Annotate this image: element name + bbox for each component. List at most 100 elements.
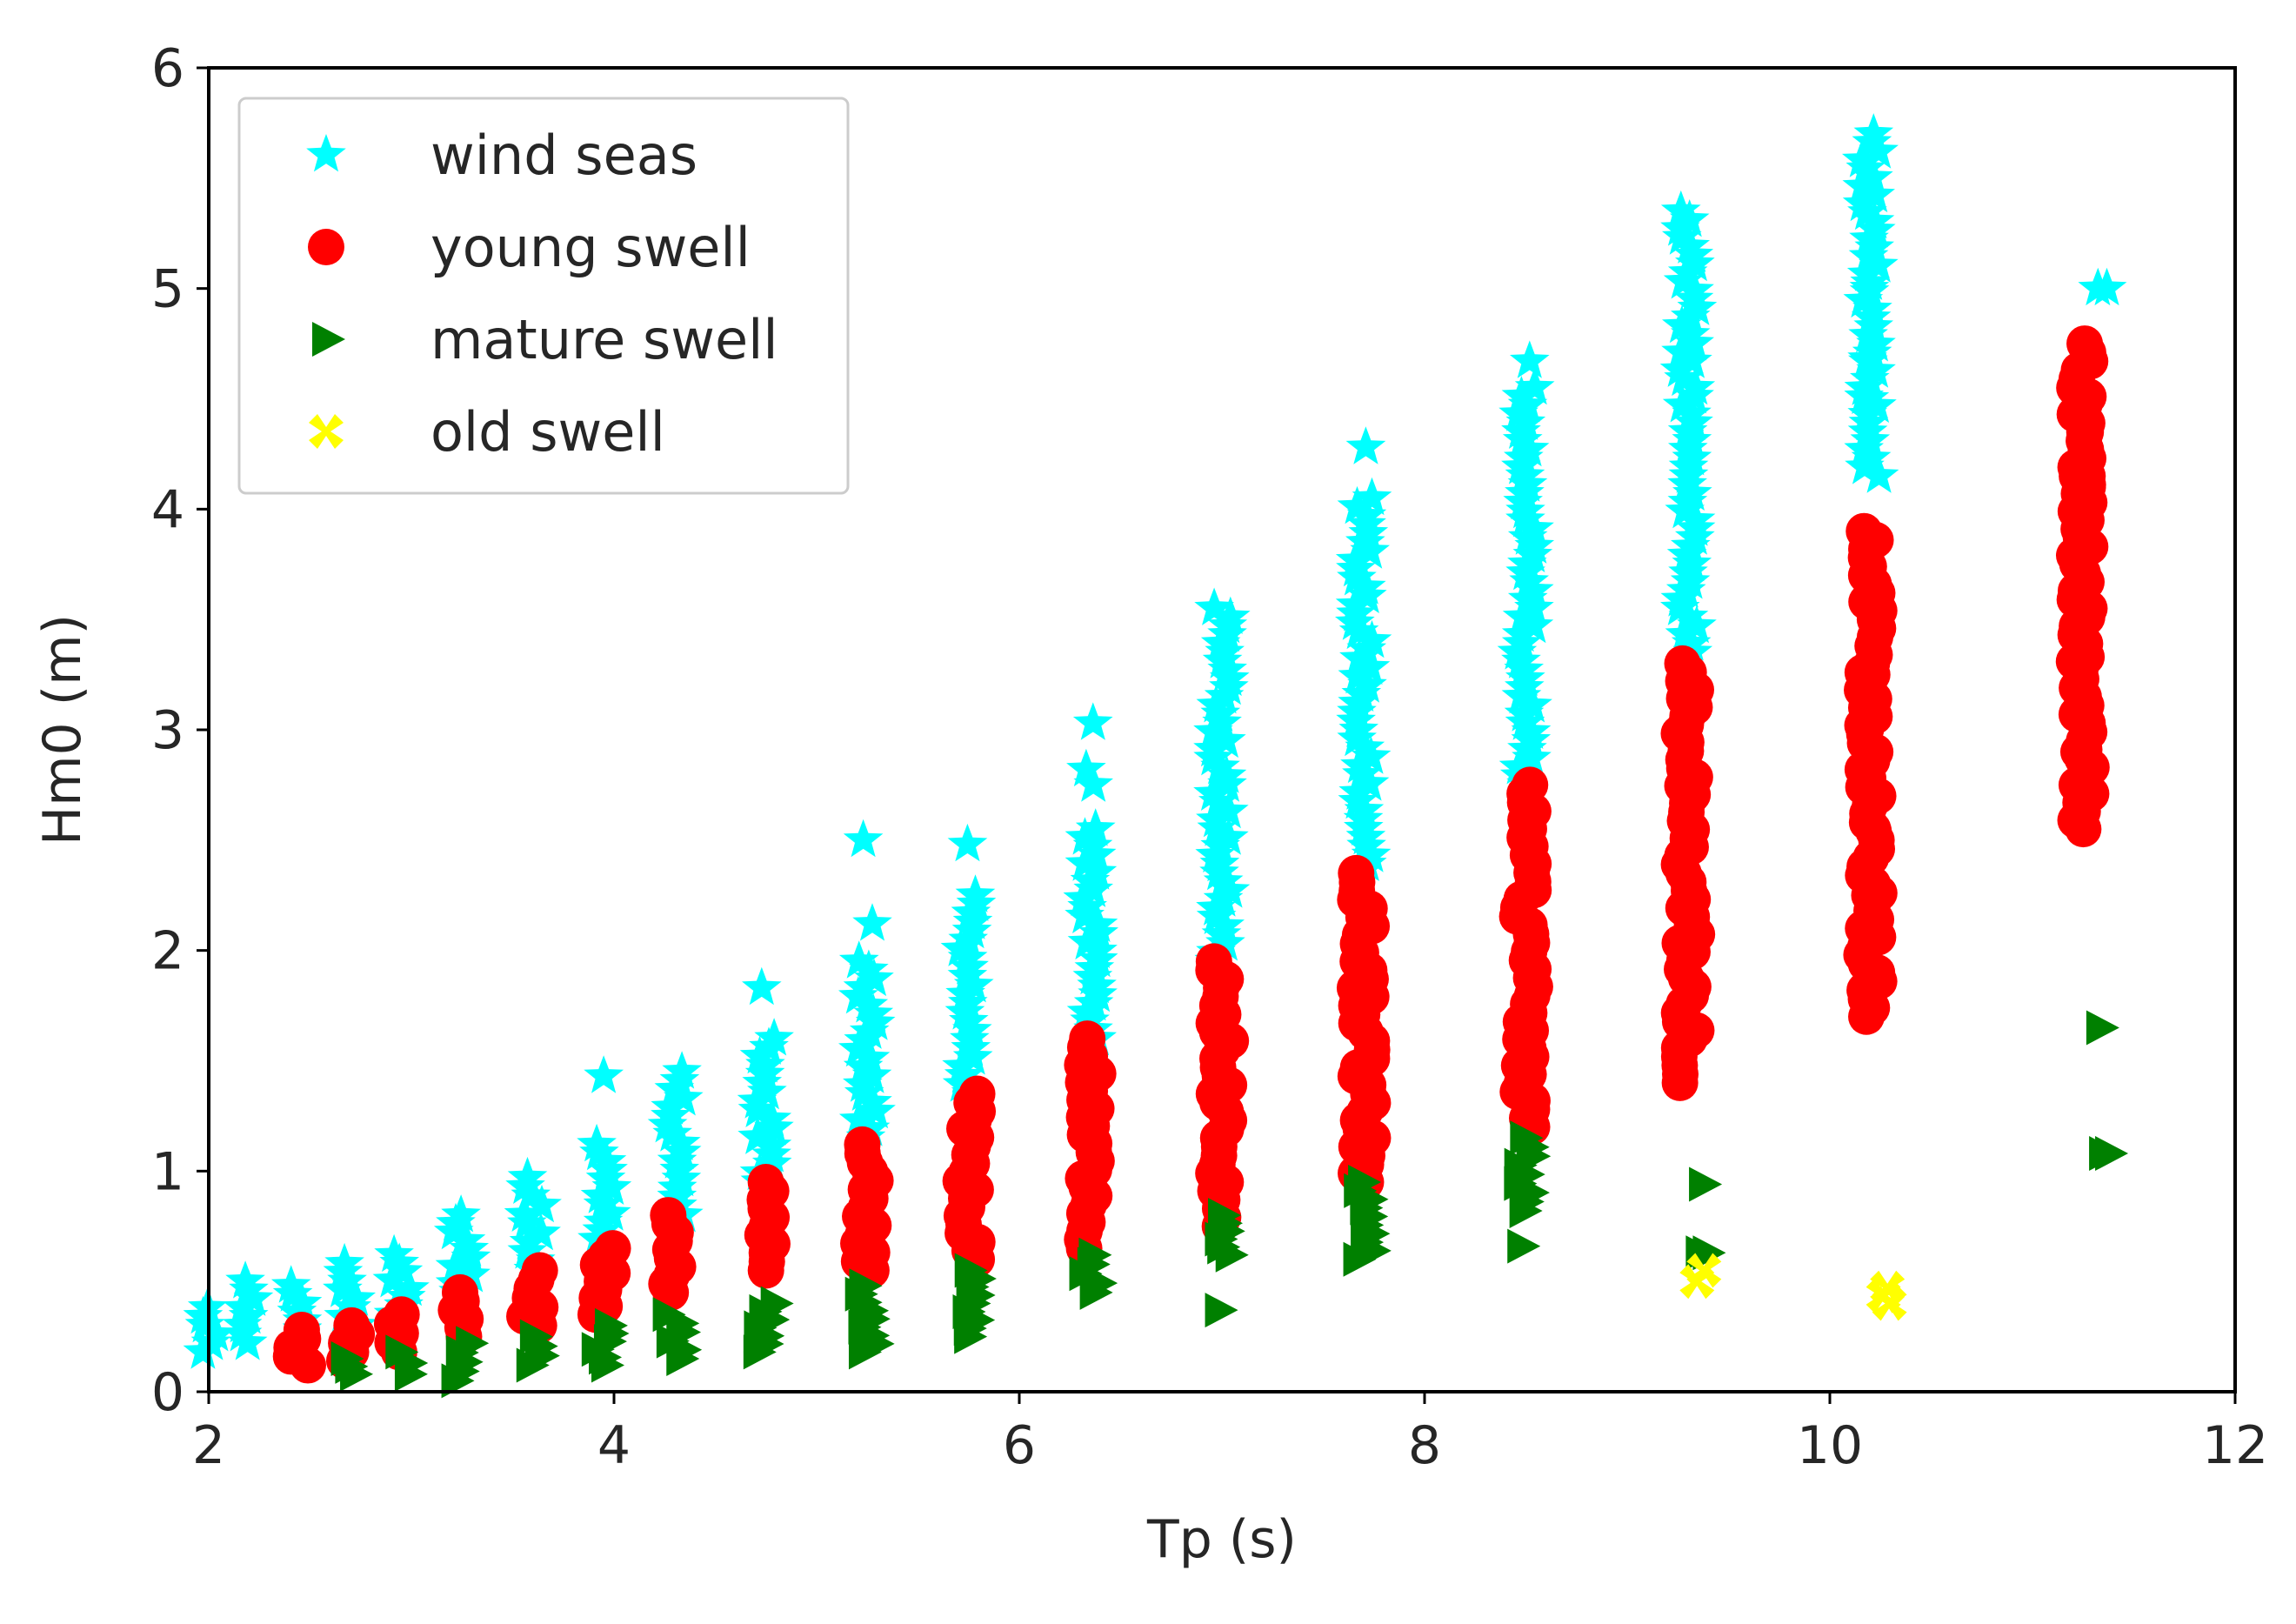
wind-seas-point [225, 1260, 265, 1299]
wind-seas-point [1674, 270, 1714, 308]
legend-entry: wind seas [306, 124, 697, 187]
wind-seas-point [1078, 930, 1118, 969]
wind-seas-point [947, 823, 988, 862]
wind-seas-point [577, 1123, 617, 1162]
wind-seas-point [1352, 619, 1392, 658]
wind-seas-point [754, 1018, 794, 1056]
wind-seas-point [1075, 808, 1116, 846]
wind-seas-point [1340, 745, 1380, 784]
young-swell-point [958, 1075, 996, 1113]
old-swell-point [1686, 1253, 1722, 1288]
wind-seas-point [1859, 244, 1899, 283]
legend-box [237, 97, 850, 495]
y-tick-label: 5 [151, 259, 184, 320]
wind-seas-point [1849, 267, 1890, 306]
young-swell-point [2068, 638, 2106, 676]
wind-seas-point [1672, 340, 1712, 378]
wind-seas-point [1206, 719, 1246, 759]
wind-seas-point [1352, 477, 1392, 516]
wind-seas-point [390, 1267, 430, 1307]
series-mature-swell [330, 1010, 2129, 1399]
wind-seas-point [751, 1125, 792, 1164]
wind-seas-point [751, 1098, 792, 1137]
wind-seas-point [742, 966, 782, 1006]
series-old-swell [1679, 1253, 1907, 1321]
wind-seas-point [504, 1193, 544, 1232]
wind-seas-point [843, 819, 884, 858]
wind-seas-point [850, 1038, 891, 1076]
wind-seas-point [1338, 772, 1379, 810]
young-swell-point [2067, 413, 2105, 451]
wind-seas-point [1842, 139, 1882, 177]
young-swell-point [1853, 656, 1891, 693]
wind-seas-point [1501, 376, 1542, 414]
mature-swell-point [385, 1334, 419, 1370]
mature-swell-point [594, 1307, 628, 1343]
wind-seas-point [584, 1055, 624, 1093]
young-swell-point [1851, 877, 1888, 914]
wind-seas-point [1859, 455, 1899, 493]
wind-seas-point [1350, 646, 1391, 685]
young-swell-point [1847, 712, 1885, 748]
wind-seas-point [1855, 174, 1895, 213]
wind-seas-point [1063, 878, 1104, 916]
wind-seas-point [1077, 852, 1118, 890]
young-swell-point [844, 1126, 881, 1163]
wind-seas-point [2086, 267, 2127, 306]
wind-seas-point [843, 966, 884, 1006]
legend-label: mature swell [430, 308, 778, 371]
mature-swell-point [1507, 1228, 1541, 1264]
wind-seas-point [1193, 728, 1233, 767]
wind-seas-point [1210, 596, 1251, 634]
wind-seas-point [1842, 165, 1883, 204]
mature-swell-point [1208, 1198, 1242, 1233]
mature-swell-point [456, 1326, 490, 1361]
wind-seas-point [1660, 190, 1701, 229]
x-tick-label: 4 [597, 1415, 631, 1476]
mature-swell-point [1078, 1237, 1112, 1273]
wind-seas-point [435, 1246, 476, 1284]
wind-seas-point [848, 985, 889, 1023]
x-tick-label: 6 [1003, 1415, 1036, 1476]
y-tick-label: 2 [151, 921, 184, 982]
x-axis-label: Tp (s) [1146, 1509, 1297, 1570]
young-swell-point [1069, 1020, 1106, 1058]
young-swell-point [2063, 376, 2100, 413]
wind-seas-point [1514, 366, 1555, 405]
wind-seas-point [1065, 817, 1105, 855]
wind-seas-point [1072, 702, 1113, 740]
young-swell-point [1512, 766, 1549, 804]
wind-seas-point [1853, 113, 1894, 151]
old-swell-point [1870, 1270, 1906, 1306]
wind-seas-point [1065, 843, 1105, 881]
wind-seas-point [1659, 349, 1700, 387]
x-tick-label: 12 [2202, 1415, 2268, 1476]
young-swell-point [333, 1307, 370, 1344]
wind-seas-point [1842, 183, 1883, 222]
wind-seas-point [507, 1156, 548, 1195]
mature-swell-point [954, 1253, 988, 1288]
y-tick-label: 4 [151, 479, 184, 540]
mature-swell-point [652, 1297, 686, 1333]
y-tick-label: 3 [151, 700, 184, 761]
wind-seas-point [838, 940, 879, 979]
wind-seas-point [1498, 746, 1539, 785]
young-swell-point [1338, 854, 1375, 892]
wind-seas-point [1194, 587, 1234, 625]
mature-swell-point [760, 1286, 794, 1321]
young-swell-point [650, 1197, 687, 1234]
mature-swell-point [1689, 1166, 1723, 1202]
young-swell-point [383, 1296, 420, 1333]
legend-entry: mature swell [312, 308, 778, 371]
wind-seas-point [662, 1051, 702, 1089]
wind-seas-point [441, 1194, 481, 1233]
wind-seas-point [1513, 605, 1554, 644]
wind-seas-point [1345, 426, 1386, 464]
wind-seas-point [223, 1287, 263, 1325]
wind-seas-point [1849, 378, 1890, 416]
data-marks [183, 113, 2129, 1399]
y-tick-label: 6 [151, 38, 184, 99]
wind-seas-point [955, 874, 996, 912]
